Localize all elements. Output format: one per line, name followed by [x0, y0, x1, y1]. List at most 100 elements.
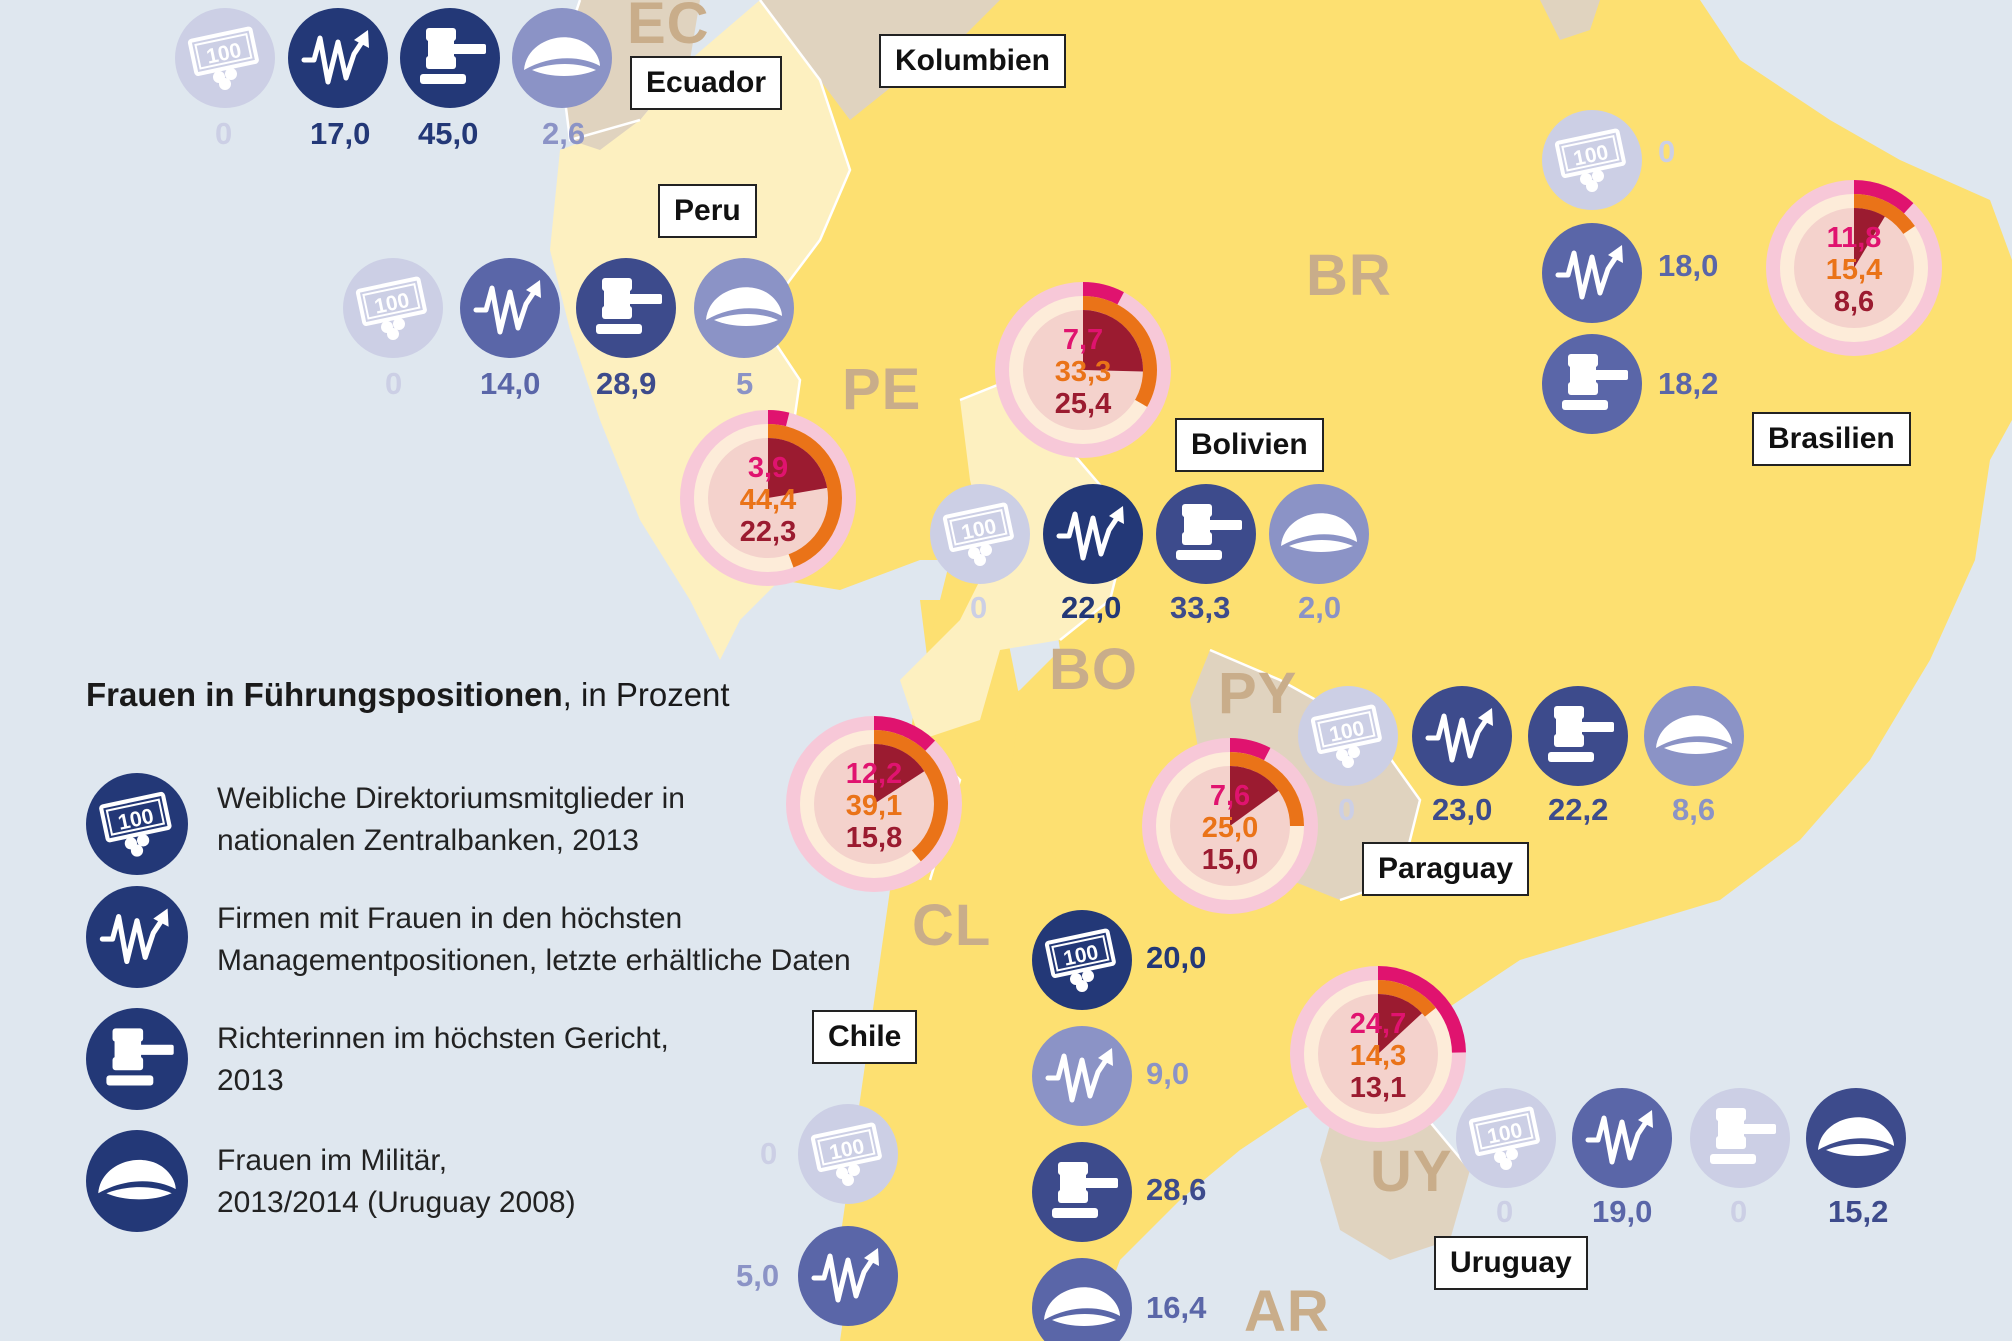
pie-paraguay-orange-value: 25,0 [1201, 812, 1259, 844]
banknote-coins-icon [1542, 110, 1642, 210]
country-code-ec: EC [627, 0, 710, 56]
country-code-br: BR [1306, 243, 1392, 308]
pie-bolivien-pink-value: 7,7 [1062, 324, 1104, 356]
country-code-pe: PE [842, 357, 922, 422]
pie-peru-graphic [680, 410, 856, 586]
pie-paraguay: 7,6 25,0 15,0 [1142, 738, 1318, 914]
uruguay-militaer-value: 15,2 [1828, 1194, 1889, 1229]
argentinien-militaer-value: 16,4 [1146, 1290, 1207, 1325]
legend-item-militaer: Frauen im Militär, 2013/2014 (Uruguay 20… [217, 1140, 897, 1224]
legend-item-gericht-line1: Richterinnen im höchsten Gericht, [217, 1022, 669, 1055]
peru-militaer-value: 5 [736, 366, 754, 401]
legend-title-rest: , in Prozent [562, 676, 730, 713]
uruguay-zentralbank-value: 0 [1496, 1194, 1514, 1229]
pie-paraguay-pink-value: 7,6 [1209, 780, 1251, 812]
brasilien-zentralbank-value: 0 [1658, 134, 1676, 169]
ecuador-management-value: 17,0 [310, 116, 371, 151]
label-chile: Chile [812, 1010, 918, 1064]
judge-gavel-icon [1542, 334, 1642, 434]
judge-gavel-icon [1690, 1088, 1790, 1188]
argentinien-management-value: 9,0 [1146, 1056, 1190, 1091]
pie-chile-graphic [786, 716, 962, 892]
pie-red-slice [1378, 994, 1422, 1054]
country-code-cl: CL [912, 893, 992, 958]
chile-management-value: 5,0 [736, 1258, 780, 1293]
uruguay-gericht-value: 0 [1730, 1194, 1748, 1229]
banknote-coins-icon [86, 773, 188, 875]
brasilien-gericht-value: 18,2 [1658, 366, 1719, 401]
ecuador-militaer-value: 2,6 [542, 116, 586, 151]
pie-bolivien-red-value: 25,4 [1054, 388, 1112, 420]
banknote-coins-icon [1456, 1088, 1556, 1188]
brasilien-management-value: 18,0 [1658, 248, 1719, 283]
banknote-coins-icon [798, 1104, 898, 1204]
banknote-coins-icon [343, 258, 443, 358]
pie-chile: 12,2 39,1 15,8 [786, 716, 962, 892]
pie-uruguay-graphic [1290, 966, 1466, 1142]
pie-red-slice [874, 744, 925, 804]
paraguay-militaer-value: 8,6 [1672, 792, 1716, 827]
pie-brasilien: 11,8 15,4 8,6 [1766, 180, 1942, 356]
island [1540, 0, 1600, 40]
pie-red-slice [1854, 208, 1885, 268]
label-paraguay: Paraguay [1362, 842, 1530, 896]
paraguay-gericht-value: 22,2 [1548, 792, 1609, 827]
growth-chart-icon [1572, 1088, 1672, 1188]
uruguay-management-value: 19,0 [1592, 1194, 1653, 1229]
legend-item-management-line2: Managementpositionen, letzte erhältliche… [217, 944, 851, 977]
chile-zentralbank-value: 0 [760, 1136, 778, 1171]
legend-item-militaer-line1: Frauen im Militär, [217, 1144, 448, 1177]
pie-peru-orange-value: 44,4 [739, 484, 797, 516]
ecuador-gericht-value: 45,0 [418, 116, 479, 151]
label-ecuador: Ecuador [630, 56, 783, 110]
pie-bolivien-graphic [995, 282, 1171, 458]
argentinien-gericht-value: 28,6 [1146, 1172, 1207, 1207]
military-cap-icon [1644, 686, 1744, 786]
pie-uruguay-pink-value: 24,7 [1349, 1008, 1407, 1040]
legend-item-militaer-line2: 2013/2014 (Uruguay 2008) [217, 1186, 576, 1219]
legend-item-zentralbank-line2: nationalen Zentralbanken, 2013 [217, 824, 639, 857]
country-code-ar: AR [1244, 1279, 1330, 1341]
country-code-py: PY [1218, 661, 1298, 726]
military-cap-icon [1806, 1088, 1906, 1188]
pie-paraguay-graphic [1142, 738, 1318, 914]
pie-uruguay-orange-value: 14,3 [1349, 1040, 1407, 1072]
ecuador-zentralbank-value: 0 [215, 116, 233, 151]
pie-brasilien-pink-value: 11,8 [1826, 222, 1882, 254]
pie-peru-pink-value: 3,9 [747, 452, 789, 484]
pie-peru: 3,9 44,4 22,3 [680, 410, 856, 586]
pie-red-slice [768, 438, 828, 498]
pie-chile-pink-value: 12,2 [845, 758, 903, 790]
paraguay-management-value: 23,0 [1432, 792, 1493, 827]
banknote-coins-icon [1298, 686, 1398, 786]
pie-uruguay-red-value: 13,1 [1349, 1072, 1407, 1104]
growth-chart-icon [798, 1226, 898, 1326]
peru-zentralbank-value: 0 [385, 366, 403, 401]
growth-chart-icon [1032, 1026, 1132, 1126]
pie-bolivien-orange-value: 33,3 [1054, 356, 1112, 388]
legend-title: Frauen in Führungspositionen, in Prozent [86, 676, 730, 714]
label-bolivien: Bolivien [1175, 418, 1324, 472]
pie-brasilien-orange-value: 15,4 [1825, 254, 1883, 286]
bolivien-militaer-value: 2,0 [1298, 590, 1342, 625]
pie-brasilien-graphic [1766, 180, 1942, 356]
argentinien-zentralbank-value: 20,0 [1146, 940, 1207, 975]
legend-item-gericht: Richterinnen im höchsten Gericht, 2013 [217, 1018, 897, 1102]
label-brasilien: Brasilien [1752, 412, 1911, 466]
military-cap-icon [1269, 484, 1369, 584]
military-cap-icon [86, 1130, 188, 1232]
pie-bolivien: 7,7 33,3 25,4 [995, 282, 1171, 458]
legend-title-bold: Frauen in Führungspositionen [86, 676, 563, 713]
legend-item-management-line1: Firmen mit Frauen in den höchsten [217, 902, 683, 935]
growth-chart-icon [460, 258, 560, 358]
pie-red-slice [1230, 766, 1279, 826]
country-code-uy: UY [1370, 1139, 1453, 1204]
label-kolumbien: Kolumbien [879, 34, 1066, 88]
banknote-coins-icon [930, 484, 1030, 584]
judge-gavel-icon [576, 258, 676, 358]
military-cap-icon [694, 258, 794, 358]
bolivien-gericht-value: 33,3 [1170, 590, 1231, 625]
pie-peru-red-value: 22,3 [739, 516, 797, 548]
pie-chile-red-value: 15,8 [845, 822, 903, 854]
bolivien-zentralbank-value: 0 [970, 590, 988, 625]
